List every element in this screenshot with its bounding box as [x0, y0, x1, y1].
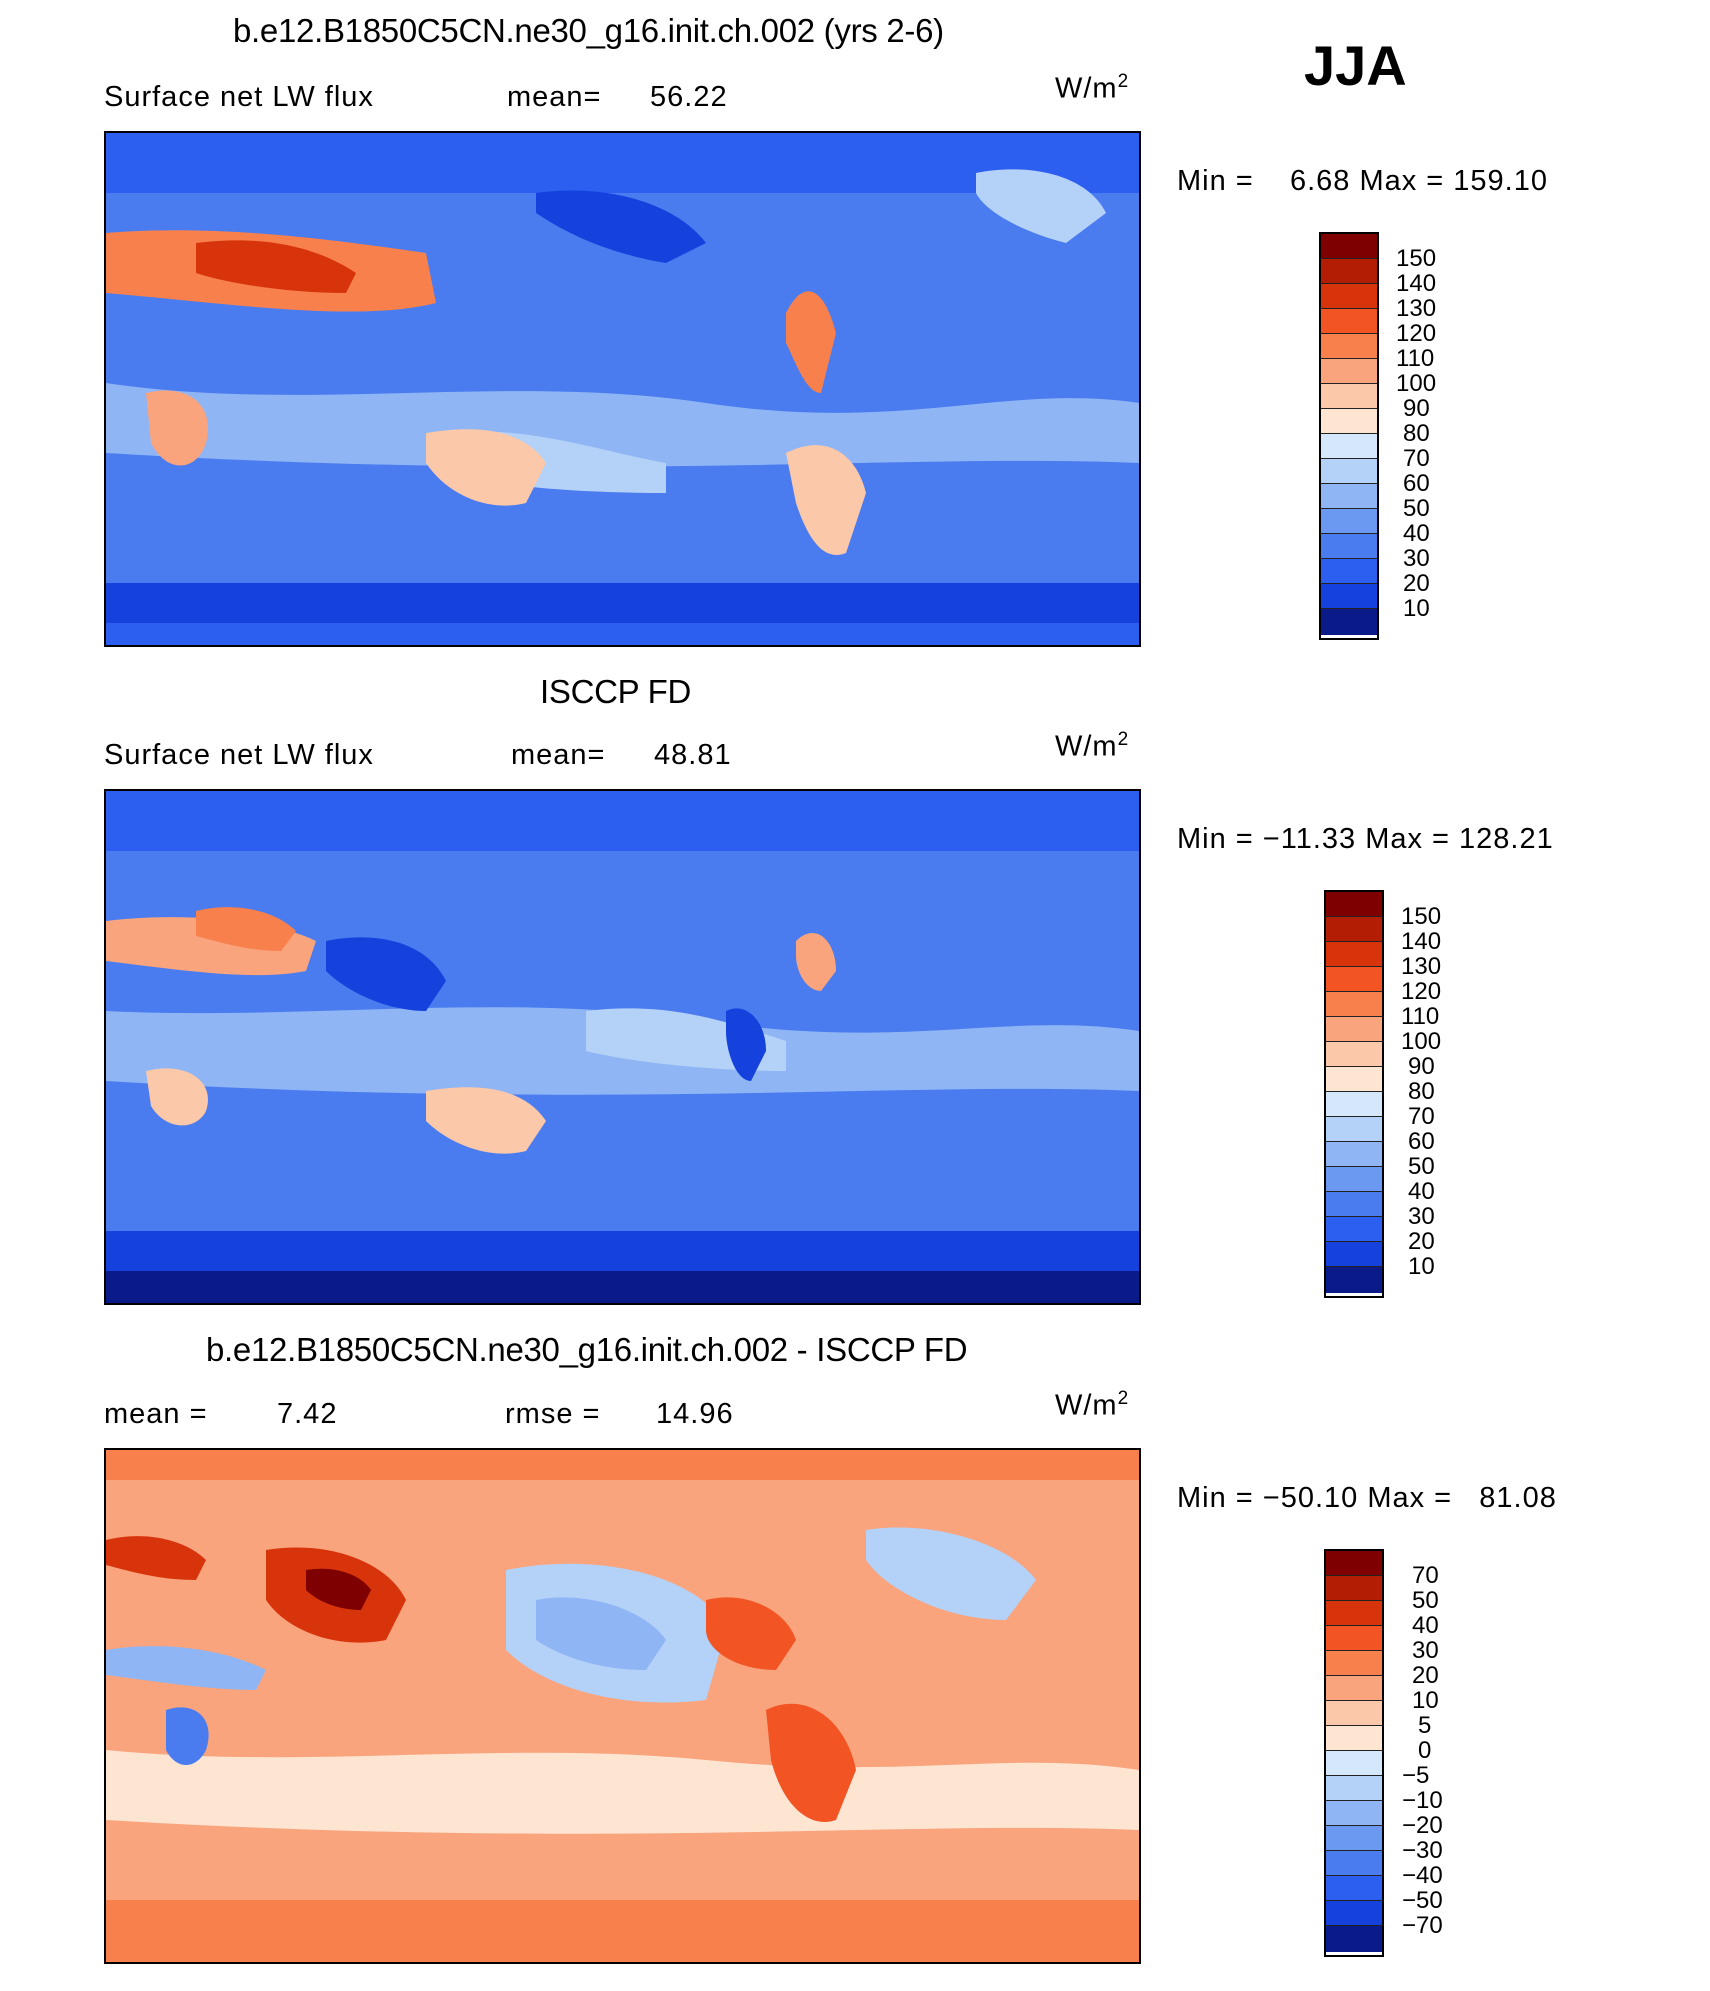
tick-label: 40 [1412, 1612, 1439, 1639]
tick-label: 50 [1412, 1587, 1439, 1614]
tick-label: 50 [1408, 1153, 1435, 1180]
tick-label: 80 [1403, 420, 1430, 447]
rmse-value: 14.96 [656, 1398, 734, 1430]
tick-label: 10 [1412, 1687, 1439, 1714]
tick-label: 20 [1403, 570, 1430, 597]
tick-label: 30 [1403, 545, 1430, 572]
tick-label: 110 [1396, 345, 1435, 372]
tick-label: 70 [1408, 1103, 1435, 1130]
tick-label: 140 [1396, 270, 1437, 297]
units-label: W/m2 [1055, 71, 1130, 105]
tick-label: 130 [1401, 953, 1442, 980]
tick-label: 90 [1403, 395, 1430, 422]
tick-label: −40 [1402, 1862, 1443, 1889]
rmse-label: rmse = [505, 1398, 601, 1430]
tick-label: 20 [1412, 1662, 1439, 1689]
tick-label: 110 [1401, 1003, 1440, 1030]
tick-label: 40 [1403, 520, 1430, 547]
tick-label: −20 [1402, 1812, 1443, 1839]
panel-title: b.e12.B1850C5CN.ne30_g16.init.ch.002 (yr… [233, 12, 944, 49]
mean-value: 56.22 [650, 81, 728, 113]
mean-label: mean = [104, 1398, 208, 1430]
colorbar-obs [1324, 890, 1384, 1298]
minmax-label: Min = −50.10 Max = 81.08 [1177, 1482, 1557, 1514]
tick-label: 90 [1408, 1053, 1435, 1080]
field-label: Surface net LW flux [104, 739, 374, 771]
tick-label: 40 [1408, 1178, 1435, 1205]
tick-label: 70 [1403, 445, 1430, 472]
field-label: Surface net LW flux [104, 81, 374, 113]
tick-label: 70 [1412, 1562, 1439, 1589]
tick-label: 140 [1401, 928, 1442, 955]
colorbar-model [1319, 232, 1379, 640]
mean-label: mean= [511, 739, 606, 771]
mean-label: mean= [507, 81, 602, 113]
tick-label: −5 [1402, 1762, 1430, 1789]
season-label: JJA [1304, 34, 1407, 97]
tick-label: 10 [1408, 1253, 1435, 1280]
minmax-label: Min = 6.68 Max = 159.10 [1177, 165, 1548, 197]
tick-label: 150 [1401, 903, 1442, 930]
tick-label: −30 [1402, 1837, 1443, 1864]
tick-label: 60 [1403, 470, 1430, 497]
tick-label: −10 [1402, 1787, 1443, 1814]
mean-value: 7.42 [277, 1398, 338, 1430]
tick-label: 20 [1408, 1228, 1435, 1255]
tick-label: −50 [1402, 1887, 1443, 1914]
tick-label: 10 [1403, 595, 1430, 622]
tick-label: −70 [1402, 1912, 1443, 1939]
mean-value: 48.81 [654, 739, 732, 771]
tick-label: 50 [1403, 495, 1430, 522]
tick-label: 30 [1412, 1637, 1439, 1664]
tick-label: 150 [1396, 245, 1437, 272]
colorbar-diff [1324, 1549, 1384, 1957]
minmax-label: Min = −11.33 Max = 128.21 [1177, 823, 1554, 855]
tick-label: 130 [1396, 295, 1437, 322]
units-label: W/m2 [1055, 1388, 1130, 1422]
tick-label: 60 [1408, 1128, 1435, 1155]
tick-label: 120 [1401, 978, 1442, 1005]
panel-title: ISCCP FD [540, 673, 692, 710]
tick-label: 120 [1396, 320, 1437, 347]
panel-title: b.e12.B1850C5CN.ne30_g16.init.ch.002 - I… [206, 1331, 968, 1368]
tick-label: 30 [1408, 1203, 1435, 1230]
tick-label: 5 [1418, 1712, 1432, 1739]
map-obs [104, 789, 1141, 1305]
units-label: W/m2 [1055, 729, 1130, 763]
tick-label: 80 [1408, 1078, 1435, 1105]
tick-label: 0 [1418, 1737, 1432, 1764]
map-diff [104, 1448, 1141, 1964]
tick-label: 100 [1396, 370, 1437, 397]
tick-label: 100 [1401, 1028, 1442, 1055]
map-model [104, 131, 1141, 647]
